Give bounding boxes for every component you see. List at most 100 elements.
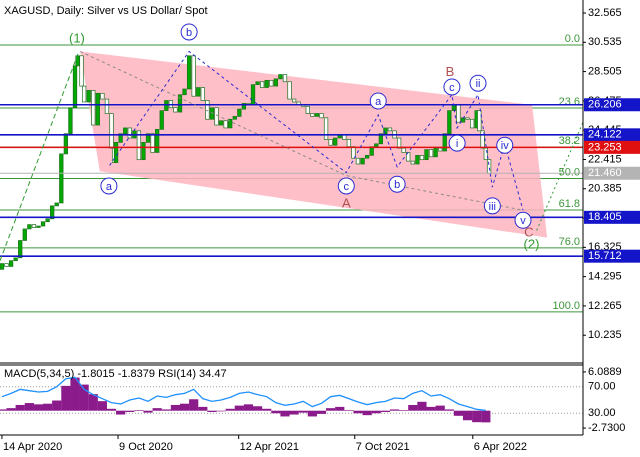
level-label: 21.460 <box>588 167 622 179</box>
candle <box>447 110 452 135</box>
candle <box>59 153 64 204</box>
candle <box>191 55 196 97</box>
candle <box>378 133 383 145</box>
candle <box>323 117 329 140</box>
y-tick-label: 30.535 <box>588 36 622 48</box>
macd-bar <box>116 410 126 415</box>
wave-label: C <box>524 224 533 239</box>
candle <box>232 116 237 120</box>
candle <box>50 205 55 220</box>
candle <box>241 103 247 110</box>
candle <box>456 104 461 123</box>
y-tick-label: 32.565 <box>588 7 622 19</box>
candle <box>401 147 406 153</box>
wave-label: c <box>344 181 350 193</box>
channel <box>80 51 548 238</box>
macd-bar <box>125 410 135 412</box>
level-box <box>584 98 640 112</box>
y-tick-label: 14.295 <box>588 271 622 283</box>
candle <box>273 78 278 87</box>
candle <box>333 137 338 146</box>
wave-circle <box>448 134 466 152</box>
candle <box>477 110 482 132</box>
macd-bar <box>216 410 226 412</box>
macd-bar <box>389 409 400 411</box>
candle <box>218 120 224 126</box>
wave-label: a <box>106 181 113 193</box>
candle <box>27 224 32 230</box>
candle <box>428 149 434 158</box>
indicator-title: MACD(5,34,5) -1.8015 -1.8379 RSI(14) 34.… <box>4 368 227 380</box>
candle <box>287 81 292 100</box>
wave-label: b <box>394 179 400 191</box>
level-box <box>584 166 640 180</box>
y-tick-label: 6.0889 <box>588 366 622 378</box>
candle <box>360 157 365 165</box>
fib-label: 38.2 <box>559 135 580 147</box>
candle <box>364 155 370 159</box>
candle <box>18 240 23 259</box>
level-label: 24.122 <box>588 129 622 141</box>
macd-bar <box>326 408 336 411</box>
candle <box>291 98 297 103</box>
macd-bar <box>15 404 25 411</box>
candle <box>86 90 91 103</box>
fib-label: 100.0 <box>552 300 580 312</box>
macd-bar <box>243 404 254 411</box>
x-tick-label: 7 Oct 2021 <box>356 441 410 453</box>
macd-bar <box>152 408 162 411</box>
candle <box>237 108 242 117</box>
macd-bar <box>298 410 308 413</box>
rsi-line <box>1 376 486 411</box>
candle <box>465 117 470 120</box>
candle <box>200 87 205 101</box>
candle <box>45 218 50 223</box>
macd-bar <box>143 410 153 413</box>
wave-label: (2) <box>524 237 540 252</box>
candle <box>214 107 219 126</box>
macd-bar <box>316 410 327 414</box>
macd-bar <box>97 401 107 411</box>
macd-bar <box>61 385 71 411</box>
candle <box>155 129 160 153</box>
level-box <box>584 249 640 263</box>
macd-bar <box>444 409 454 411</box>
macd-bar <box>307 410 317 417</box>
candle <box>54 202 59 207</box>
wave-label: B <box>446 64 455 79</box>
macd-bar <box>170 404 181 411</box>
macd-bar <box>33 404 44 411</box>
candle <box>310 113 315 117</box>
candle <box>36 225 41 228</box>
candle <box>40 221 46 227</box>
candle <box>282 74 288 83</box>
candle <box>186 55 192 90</box>
candle <box>79 55 84 87</box>
macd-bar <box>362 410 372 416</box>
macd-bar <box>408 404 418 411</box>
macd-bar <box>43 403 53 411</box>
macd-bar <box>161 409 171 411</box>
wave-circle <box>100 177 118 195</box>
wave-label: A <box>342 195 351 210</box>
candle <box>177 94 183 113</box>
x-tick-label: 6 Apr 2022 <box>474 441 527 453</box>
candle <box>486 159 492 174</box>
fib-label: 23.6 <box>559 96 580 108</box>
macd-bar <box>435 405 445 411</box>
level-box <box>584 140 640 154</box>
fib-label: 50.0 <box>559 166 580 178</box>
candle <box>22 228 27 241</box>
candle <box>136 130 142 161</box>
candle <box>113 142 119 163</box>
candle <box>314 113 320 117</box>
candle <box>255 81 260 85</box>
candle <box>91 90 96 126</box>
macd-bar <box>462 410 473 421</box>
candle <box>442 133 447 152</box>
macd-bar <box>280 410 290 417</box>
candle <box>95 92 100 126</box>
macd-bar <box>271 410 281 414</box>
macd-bar <box>70 377 80 411</box>
